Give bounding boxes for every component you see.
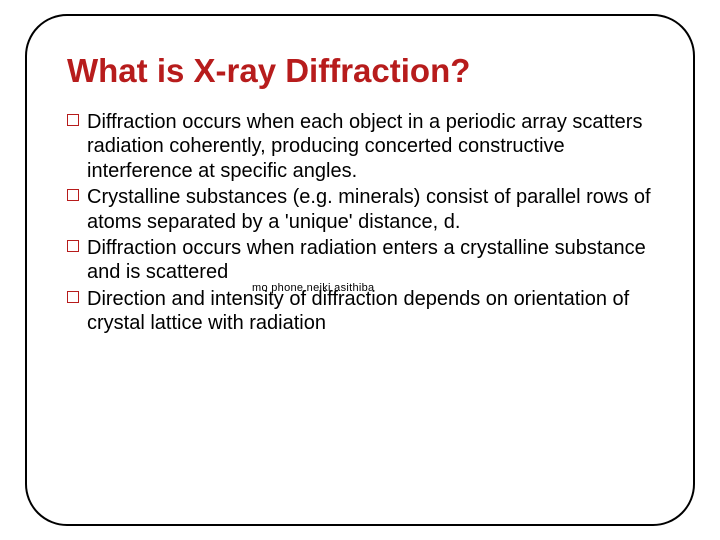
bullet-text: Diffraction occurs when each object in a…: [87, 111, 642, 182]
bullet-text: Direction and intensity of diffraction d…: [87, 288, 629, 334]
bullet-item: Diffraction occurs when radiation enters…: [67, 236, 653, 285]
overlay-annotation: mo phone neiki asithiba: [252, 282, 374, 294]
bullet-marker-icon: [67, 189, 79, 201]
bullet-marker-icon: [67, 291, 79, 303]
slide: What is X-ray Diffraction? Diffraction o…: [0, 0, 720, 540]
slide-title: What is X-ray Diffraction?: [67, 52, 653, 90]
slide-frame: What is X-ray Diffraction? Diffraction o…: [25, 14, 695, 526]
bullet-marker-icon: [67, 240, 79, 252]
bullet-marker-icon: [67, 114, 79, 126]
slide-body: Diffraction occurs when each object in a…: [67, 110, 653, 336]
bullet-text: Crystalline substances (e.g. minerals) c…: [87, 186, 651, 232]
bullet-item: Diffraction occurs when each object in a…: [67, 110, 653, 183]
bullet-item: Crystalline substances (e.g. minerals) c…: [67, 185, 653, 234]
bullet-text: Diffraction occurs when radiation enters…: [87, 237, 646, 283]
